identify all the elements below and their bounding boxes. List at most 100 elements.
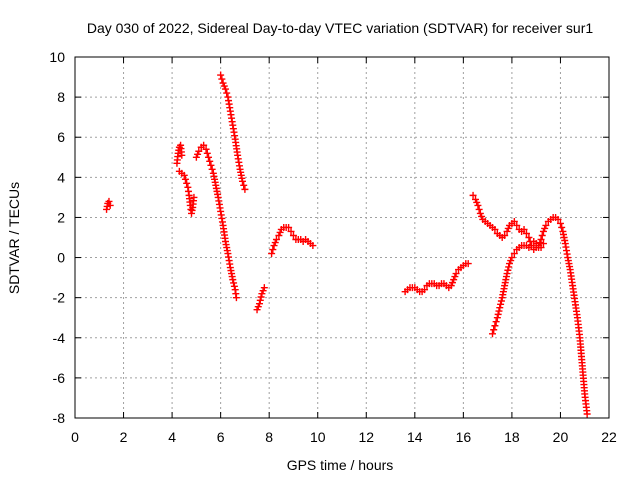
data-point-marker bbox=[421, 286, 429, 294]
data-point-marker bbox=[195, 147, 203, 155]
data-point-marker bbox=[181, 175, 189, 183]
data-point-marker bbox=[232, 294, 240, 302]
data-point-marker bbox=[491, 322, 499, 330]
data-point-marker bbox=[180, 171, 188, 179]
data-markers bbox=[103, 71, 591, 418]
data-point-marker bbox=[230, 279, 238, 287]
data-point-marker bbox=[218, 75, 226, 83]
data-point-marker bbox=[241, 185, 249, 193]
data-point-marker bbox=[522, 229, 530, 237]
data-point-marker bbox=[178, 151, 186, 159]
data-point-marker bbox=[492, 318, 500, 326]
x-tick-label: 4 bbox=[168, 429, 176, 445]
x-tick-label: 20 bbox=[553, 429, 569, 445]
data-point-marker bbox=[495, 307, 503, 315]
data-point-marker bbox=[510, 217, 518, 225]
data-point-marker bbox=[208, 165, 216, 173]
y-tick-label: -8 bbox=[53, 410, 66, 426]
data-point-marker bbox=[532, 240, 540, 248]
y-tick-label: 8 bbox=[57, 89, 65, 105]
data-point-marker bbox=[190, 193, 198, 201]
x-tick-label: 22 bbox=[601, 429, 617, 445]
data-point-marker bbox=[583, 410, 591, 418]
x-tick-label: 0 bbox=[71, 429, 79, 445]
data-point-marker bbox=[230, 282, 238, 290]
data-point-marker bbox=[497, 300, 505, 308]
chart-title: Day 030 of 2022, Sidereal Day-to-day VTE… bbox=[87, 20, 593, 36]
data-point-marker bbox=[497, 297, 505, 305]
data-point-marker bbox=[205, 153, 212, 161]
data-point-marker bbox=[503, 270, 511, 278]
data-point-marker bbox=[256, 296, 264, 304]
data-point-marker bbox=[538, 231, 546, 239]
data-point-marker bbox=[272, 236, 280, 244]
data-point-marker bbox=[257, 293, 265, 301]
y-tick-label: 4 bbox=[57, 169, 65, 185]
data-point-marker bbox=[520, 225, 528, 233]
data-point-marker bbox=[285, 223, 293, 231]
data-point-marker bbox=[260, 284, 268, 292]
x-axis-title: GPS time / hours bbox=[287, 457, 394, 473]
data-point-marker bbox=[183, 179, 191, 187]
data-point-marker bbox=[491, 225, 499, 233]
data-point-marker bbox=[287, 227, 295, 235]
plot-frame bbox=[74, 56, 610, 419]
data-point-marker bbox=[255, 300, 263, 308]
data-point-marker bbox=[309, 242, 317, 250]
data-point-marker bbox=[269, 246, 277, 254]
data-point-marker bbox=[289, 231, 297, 239]
data-point-marker bbox=[203, 149, 211, 157]
x-tick-label: 2 bbox=[120, 429, 128, 445]
data-point-marker bbox=[207, 161, 215, 169]
x-tick-labels: 0 2 4 6 8 10 12 14 16 18 20 22 bbox=[71, 429, 617, 445]
data-point-marker bbox=[452, 270, 460, 278]
data-point-marker bbox=[475, 205, 483, 213]
data-point-marker bbox=[537, 236, 545, 244]
y-axis-title: SDTVAR / TECUs bbox=[6, 182, 22, 294]
data-point-marker bbox=[554, 215, 562, 223]
data-point-marker bbox=[513, 221, 521, 229]
x-tick-label: 10 bbox=[310, 429, 326, 445]
y-tick-label: -6 bbox=[53, 370, 66, 386]
data-point-marker bbox=[240, 181, 248, 189]
data-point-marker bbox=[223, 89, 231, 97]
data-point-marker bbox=[202, 145, 210, 153]
x-tick-label: 12 bbox=[358, 429, 374, 445]
data-point-marker bbox=[542, 221, 550, 229]
y-tick-label: 10 bbox=[49, 49, 65, 65]
data-point-marker bbox=[469, 191, 477, 199]
data-point-marker bbox=[206, 157, 214, 165]
x-tick-label: 16 bbox=[456, 429, 472, 445]
x-tick-label: 8 bbox=[265, 429, 273, 445]
data-point-marker bbox=[464, 260, 472, 268]
y-tick-label: -2 bbox=[53, 290, 66, 306]
data-point-marker bbox=[105, 197, 113, 205]
x-tick-label: 14 bbox=[407, 429, 423, 445]
data-point-marker bbox=[493, 314, 501, 322]
data-point-marker bbox=[221, 85, 229, 93]
y-tick-label: 6 bbox=[57, 129, 65, 145]
data-point-marker bbox=[490, 326, 498, 334]
data-point-marker bbox=[556, 219, 564, 227]
data-point-marker bbox=[200, 141, 208, 149]
axis-ticks bbox=[74, 56, 610, 419]
data-point-marker bbox=[510, 250, 518, 258]
x-tick-label: 6 bbox=[217, 429, 225, 445]
data-point-marker bbox=[505, 263, 513, 271]
data-point-marker bbox=[504, 266, 512, 274]
y-tick-label: 0 bbox=[57, 250, 65, 266]
grid-lines bbox=[75, 57, 609, 418]
data-point-marker bbox=[494, 310, 502, 318]
data-point-marker bbox=[558, 223, 566, 231]
data-point-marker bbox=[501, 231, 509, 239]
data-point-marker bbox=[229, 276, 237, 284]
data-point-marker bbox=[525, 234, 533, 241]
data-point-marker bbox=[474, 201, 482, 209]
data-point-marker bbox=[106, 201, 114, 209]
data-point-marker bbox=[488, 330, 496, 338]
data-point-marker bbox=[537, 244, 545, 252]
y-tick-label: 2 bbox=[57, 209, 65, 225]
data-point-marker bbox=[217, 71, 225, 79]
data-point-marker bbox=[539, 240, 547, 248]
